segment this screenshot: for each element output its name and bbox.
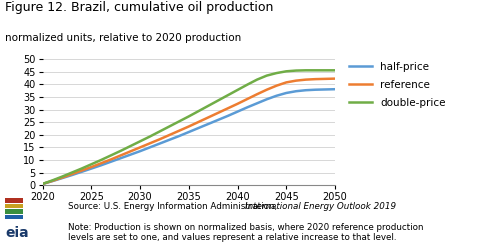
Text: normalized units, relative to 2020 production: normalized units, relative to 2020 produ… [5,33,241,43]
Text: Source: U.S. Energy Information Administration,: Source: U.S. Energy Information Administ… [68,202,280,211]
Bar [5,198,23,203]
Text: Figure 12. Brazil, cumulative oil production: Figure 12. Brazil, cumulative oil produc… [5,1,274,14]
Text: International Energy Outlook 2019: International Energy Outlook 2019 [245,202,396,211]
Bar [5,204,23,208]
Text: eia: eia [5,226,28,240]
Legend: half-price, reference, double-price: half-price, reference, double-price [349,62,446,108]
Bar [5,215,23,219]
Text: Note: Production is shown on normalized basis, where 2020 reference production
l: Note: Production is shown on normalized … [68,223,423,242]
Bar [5,209,23,214]
